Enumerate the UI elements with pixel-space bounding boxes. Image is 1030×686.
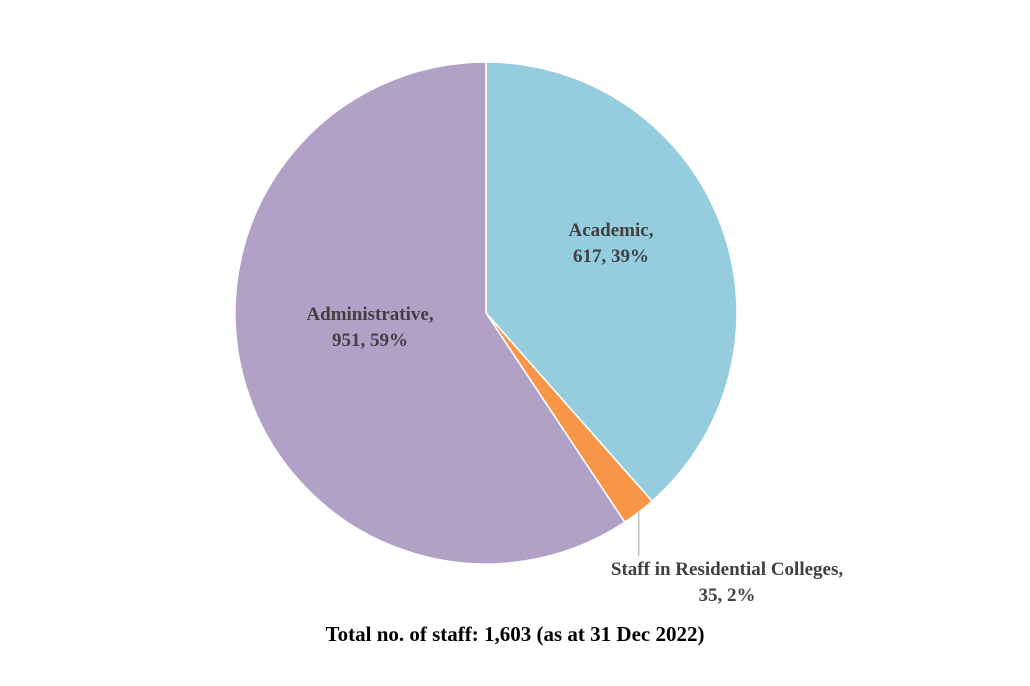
chart-caption: Total no. of staff: 1,603 (as at 31 Dec …: [325, 622, 705, 646]
label-academic-name: Academic,: [569, 220, 654, 241]
pie-chart: Academic, 617, 39% Staff in Residential …: [234, 61, 843, 606]
label-residential-value: 35, 2%: [699, 585, 756, 606]
label-academic-value: 617, 39%: [573, 246, 649, 267]
label-administrative-name: Administrative,: [306, 304, 433, 325]
slice-administrative: [234, 61, 626, 565]
label-administrative-value: 951, 59%: [332, 330, 408, 351]
slice-academic: [485, 61, 738, 503]
label-residential-name: Staff in Residential Colleges,: [611, 559, 843, 580]
